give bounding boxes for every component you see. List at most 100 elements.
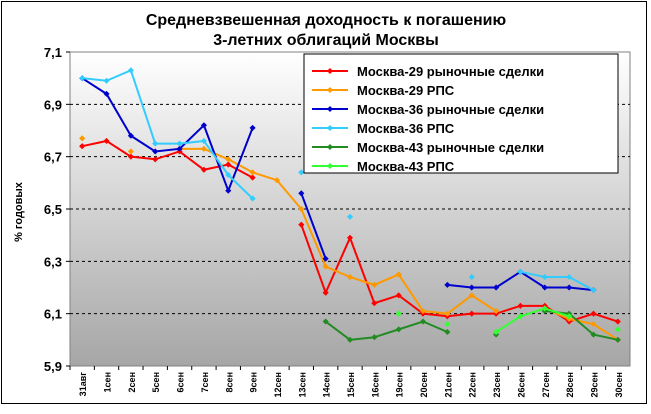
series-line bbox=[325, 320, 448, 341]
y-tick-label: 6,1 bbox=[44, 307, 62, 322]
data-point bbox=[322, 255, 329, 262]
legend-item: Москва-43 рыночные сделки bbox=[312, 140, 544, 155]
data-point bbox=[517, 302, 524, 309]
x-tick-label: 16сен bbox=[370, 372, 380, 397]
data-point bbox=[200, 137, 208, 145]
data-point bbox=[590, 331, 597, 338]
data-point bbox=[614, 326, 621, 333]
legend-swatch-marker bbox=[327, 68, 333, 74]
data-point bbox=[371, 300, 378, 307]
y-tick-label: 6,3 bbox=[44, 254, 62, 269]
data-point bbox=[249, 124, 256, 132]
chart-title: Средневзвешенная доходность к погашению bbox=[146, 12, 507, 29]
data-point bbox=[590, 310, 597, 317]
data-point bbox=[79, 135, 86, 142]
data-point bbox=[298, 190, 305, 197]
data-point bbox=[249, 169, 256, 176]
data-point bbox=[492, 328, 500, 336]
series-line bbox=[300, 224, 619, 323]
data-point bbox=[346, 234, 354, 241]
legend-swatch-marker bbox=[327, 125, 333, 131]
data-point bbox=[517, 313, 524, 320]
x-tick-label: 29сен bbox=[589, 372, 599, 397]
series-line bbox=[81, 77, 254, 194]
series-line bbox=[300, 192, 327, 260]
data-point bbox=[541, 284, 548, 291]
series-6 bbox=[395, 305, 621, 336]
data-point bbox=[565, 284, 573, 291]
series-line bbox=[520, 270, 594, 291]
series-lines bbox=[79, 67, 621, 343]
x-tick-label: 9сен bbox=[249, 372, 259, 392]
x-tick-label: 13сен bbox=[297, 372, 307, 397]
x-tick-label: 30сен bbox=[614, 372, 624, 397]
gridlines bbox=[66, 51, 630, 370]
data-point bbox=[492, 284, 500, 291]
data-point bbox=[541, 305, 548, 312]
data-point bbox=[152, 156, 159, 163]
legend-label: Москва-36 рыночные сделки bbox=[357, 102, 544, 117]
legend-label: Москва-29 РПС bbox=[357, 83, 455, 98]
data-point bbox=[346, 213, 354, 221]
data-point bbox=[200, 122, 208, 129]
y-tick-label: 7,1 bbox=[44, 45, 62, 60]
data-point bbox=[322, 289, 329, 296]
data-point bbox=[225, 156, 232, 163]
legend-label: Москва-36 РПС bbox=[357, 121, 455, 136]
data-point bbox=[444, 320, 451, 328]
series-line bbox=[179, 147, 497, 315]
x-tick-label: 1сен bbox=[103, 372, 113, 392]
data-point bbox=[322, 263, 329, 270]
legend-item: Москва-29 рыночные сделки bbox=[312, 64, 544, 79]
data-point bbox=[590, 320, 597, 328]
x-tick-labels: 31авг 1сен 2сен 5сен 6сен 7сен 8сен 9сен 12сен 13… bbox=[78, 372, 624, 398]
data-point bbox=[200, 145, 208, 152]
data-point bbox=[444, 281, 451, 289]
x-tick-label: 19сен bbox=[395, 372, 405, 397]
legend-swatch-marker bbox=[327, 106, 333, 112]
x-tick-label: 22сен bbox=[468, 372, 478, 397]
data-point bbox=[419, 318, 427, 325]
series-4 bbox=[79, 67, 597, 294]
x-tick-label: 6сен bbox=[176, 372, 186, 392]
data-point bbox=[517, 268, 524, 275]
data-point bbox=[103, 137, 110, 145]
legend-item: Москва-36 рыночные сделки bbox=[312, 102, 544, 117]
legend-label: Москва-43 рыночные сделки bbox=[357, 140, 544, 155]
data-point bbox=[346, 273, 354, 281]
legend-label: Москва-29 рыночные сделки bbox=[357, 64, 544, 79]
data-point bbox=[152, 148, 159, 155]
data-point bbox=[298, 221, 305, 228]
x-tick-label: 31авг bbox=[78, 372, 88, 397]
series-1 bbox=[79, 137, 621, 325]
data-point bbox=[127, 132, 135, 139]
x-tick-label: 12сен bbox=[273, 372, 283, 397]
data-point bbox=[176, 140, 183, 147]
data-point bbox=[565, 313, 573, 320]
data-point bbox=[444, 310, 451, 317]
x-tick-label: 8сен bbox=[224, 372, 234, 392]
x-tick-label: 23сен bbox=[492, 372, 502, 397]
data-point bbox=[614, 336, 621, 343]
data-point bbox=[468, 273, 475, 281]
x-tick-label: 21сен bbox=[443, 372, 453, 397]
data-point bbox=[322, 318, 329, 325]
x-tick-label: 14сен bbox=[322, 372, 332, 397]
data-point bbox=[395, 326, 402, 333]
data-point bbox=[444, 328, 451, 336]
legend-swatch-marker bbox=[327, 144, 333, 150]
y-axis-label: % годовых bbox=[13, 181, 25, 242]
legend-swatch-marker bbox=[327, 163, 333, 169]
data-point bbox=[249, 195, 256, 202]
data-point bbox=[249, 174, 256, 181]
y-tick-labels: 5,9 6,1 6,3 6,5 6,7 6,9 7,1 bbox=[44, 45, 62, 374]
data-point bbox=[127, 153, 135, 160]
legend: Москва-29 рыночные сделки Москва-29 РПС Мо… bbox=[303, 53, 619, 174]
y-tick-label: 6,5 bbox=[44, 202, 62, 217]
series-line bbox=[82, 68, 254, 200]
x-tick-label: 27сен bbox=[541, 372, 551, 397]
y-tick-label: 5,9 bbox=[44, 359, 62, 374]
data-point bbox=[79, 143, 86, 150]
data-point bbox=[200, 166, 208, 173]
